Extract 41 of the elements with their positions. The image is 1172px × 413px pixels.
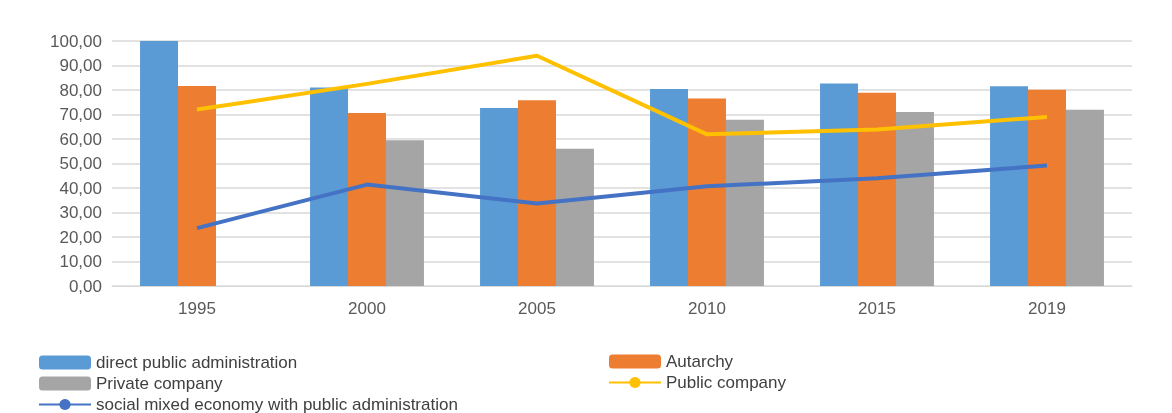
bar — [688, 98, 726, 286]
bar — [385, 140, 424, 286]
y-tick-label: 70,00 — [59, 105, 102, 124]
bar — [820, 83, 859, 286]
legend-label: direct public administration — [96, 353, 298, 372]
line-series — [195, 53, 1049, 137]
bar — [858, 92, 896, 286]
y-tick-label: 60,00 — [59, 129, 102, 149]
y-tick-label: 20,00 — [59, 227, 102, 247]
legend-label: Public company — [666, 373, 787, 392]
x-tick-label: 2010 — [688, 299, 726, 318]
bar — [518, 100, 556, 286]
y-tick-label: 90,00 — [59, 56, 102, 75]
x-tick-label: 2019 — [1028, 299, 1066, 318]
bar — [178, 86, 216, 286]
x-tick-label: 2005 — [518, 299, 556, 318]
bar — [1065, 109, 1104, 286]
bar — [895, 112, 934, 286]
y-tick-label: 40,00 — [59, 178, 102, 198]
x-tick-label: 1995 — [178, 299, 216, 318]
line-series — [195, 163, 1049, 231]
bar — [725, 119, 764, 286]
x-tick-label: 2000 — [348, 299, 386, 318]
legend-label: Autarchy — [666, 352, 734, 371]
bar — [348, 113, 386, 286]
y-tick-label: 0,00 — [68, 276, 102, 296]
x-tick-label: 2015 — [858, 299, 896, 318]
bar — [990, 86, 1029, 286]
bar — [650, 89, 689, 286]
bar — [310, 87, 349, 286]
legend-label: social mixed economy with public administration — [96, 395, 458, 413]
y-tick-label: 100,00 — [50, 31, 102, 51]
y-tick-label: 30,00 — [59, 203, 102, 222]
y-tick-label: 10,00 — [59, 252, 102, 271]
bar — [140, 41, 179, 286]
y-tick-label: 50,00 — [59, 154, 102, 173]
bar — [1028, 89, 1066, 286]
bar — [555, 148, 594, 286]
y-tick-label: 80,00 — [59, 80, 102, 100]
bar — [480, 107, 519, 286]
legend-label: Private company — [96, 374, 224, 393]
